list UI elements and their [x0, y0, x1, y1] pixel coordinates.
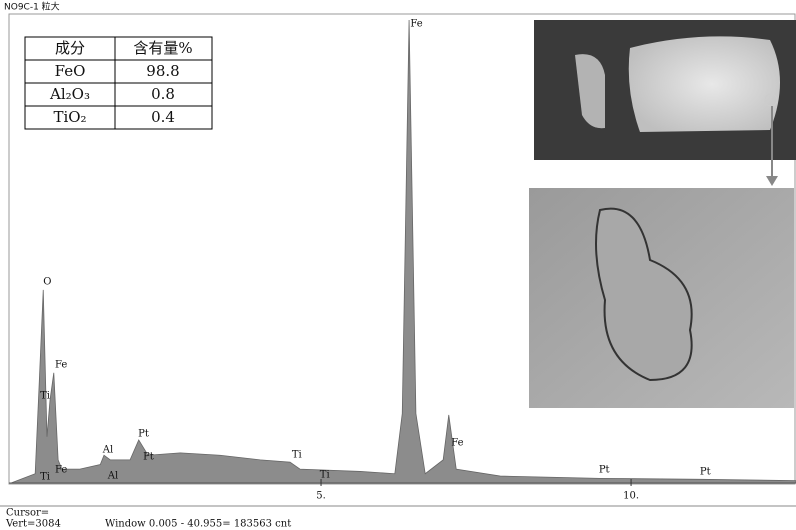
table-cell: 0.8	[151, 85, 175, 103]
peak-label: Fe	[451, 438, 463, 449]
x-tick-label: 5.	[316, 491, 326, 502]
peak-label: Ti	[292, 450, 302, 461]
peak-label: Ti	[40, 471, 50, 482]
peak-label: Ti	[320, 470, 330, 481]
peak-label: Al	[107, 471, 118, 482]
peak-label: Al	[102, 445, 113, 456]
composition-table	[24, 36, 213, 130]
footer-cursor: Cursor=	[6, 508, 49, 519]
table-cell: Al₂O₃	[49, 85, 90, 103]
table-cell: TiO₂	[53, 108, 86, 126]
peak-label: Pt	[143, 452, 154, 463]
peak-label: Fe	[55, 359, 67, 370]
peak-label: Pt	[138, 428, 149, 439]
peak-label: Fe	[410, 19, 422, 30]
table-cell: 0.4	[151, 108, 175, 126]
footer-window: Window 0.005 - 40.955= 183563 cnt	[105, 519, 291, 530]
micrograph-bottom	[529, 188, 794, 408]
title-bar: NO9C-1 粒大	[4, 1, 60, 13]
spectrum-area	[10, 19, 796, 484]
table-cell: 98.8	[146, 62, 179, 80]
table-cell: FeO	[55, 62, 86, 80]
footer-vert: Vert=3084	[5, 519, 61, 530]
peak-label: Pt	[700, 466, 711, 477]
peak-label: Ti	[40, 390, 50, 401]
x-tick-label: 10.	[623, 491, 639, 502]
arrow-head	[766, 176, 778, 186]
table-header: 成分	[55, 39, 85, 57]
table-header: 含有量%	[133, 39, 192, 57]
peak-label: O	[43, 277, 51, 288]
peak-label: Fe	[55, 465, 67, 476]
micrograph-top	[534, 20, 796, 160]
peak-label: Pt	[599, 465, 610, 476]
